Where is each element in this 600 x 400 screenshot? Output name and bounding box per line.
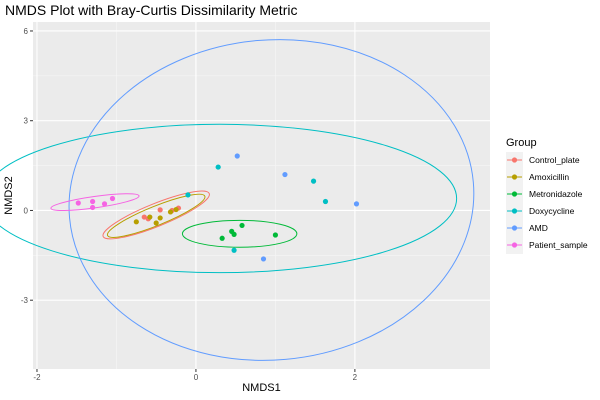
ellipse-patient-sample [50,193,140,211]
point-amoxicillin [167,209,174,215]
legend-item-label: Metronidazole [529,189,583,199]
point-patient-sample [90,198,96,205]
ellipse-doxycycline [0,123,458,274]
point-control-plate [157,207,163,213]
point-patient-sample [101,201,108,207]
plot-panel [33,22,490,369]
ellipse-metronidazole [181,219,298,248]
legend-item-label: AMD [529,223,548,233]
point-patient-sample [75,200,81,206]
point-control-plate [141,214,147,220]
point-amd [260,256,267,262]
point-metronidazole [272,232,279,238]
y-tick-label: 0 [24,206,29,215]
x-tick-label: 0 [194,373,199,382]
legend-key-point [511,208,518,214]
y-tick-label: -3 [21,296,29,305]
legend-item-label: Patient_sample [529,240,588,250]
point-amoxicillin [147,214,153,220]
legend-item-label: Control_plate [529,155,580,165]
point-patient-sample [90,204,96,211]
x-tick-label: 2 [353,373,358,382]
point-metronidazole [231,231,237,237]
point-amd [282,171,288,178]
y-tick-label: 6 [24,27,29,36]
legend-item-label: Doxycycline [529,206,575,216]
grid [33,22,490,369]
point-amoxicillin [173,206,179,213]
x-tick-label: -2 [33,373,41,382]
legend: Group Control_plate Amoxicillin Metronidaz… [506,137,588,254]
point-metronidazole [219,235,225,241]
chart-title: NMDS Plot with Bray-Curtis Dissimilarity… [5,2,297,18]
ellipse-amd [68,39,475,361]
legend-key-point [511,174,518,180]
point-patient-sample [109,195,116,202]
point-metronidazole [239,222,245,229]
point-amoxicillin [153,220,159,226]
ellipse-amoxicillin [106,193,206,238]
ellipses [0,39,475,361]
point-doxycycline [215,164,221,170]
x-axis-title: NMDS1 [242,382,281,394]
y-axis-title: NMDS2 [3,176,15,215]
point-doxycycline [310,178,317,184]
legend-key-point [511,225,518,231]
point-amd [353,201,360,207]
legend-key-point [511,242,518,248]
point-doxycycline [185,192,191,198]
y-tick-label: 3 [24,117,29,126]
legend-key-point [511,191,518,197]
data-points [75,153,360,262]
point-doxycycline [231,247,237,253]
point-doxycycline [322,198,329,205]
legend-key-point [511,157,518,163]
ellipse-control-plate [102,190,210,240]
legend-title: Group [506,137,537,149]
point-amd [234,153,240,159]
axis-ticks: -2 0 2 -3 0 3 6 [21,27,358,382]
legend-item-label: Amoxicillin [529,172,569,182]
point-amoxicillin [133,219,139,225]
point-amoxicillin [157,215,163,221]
